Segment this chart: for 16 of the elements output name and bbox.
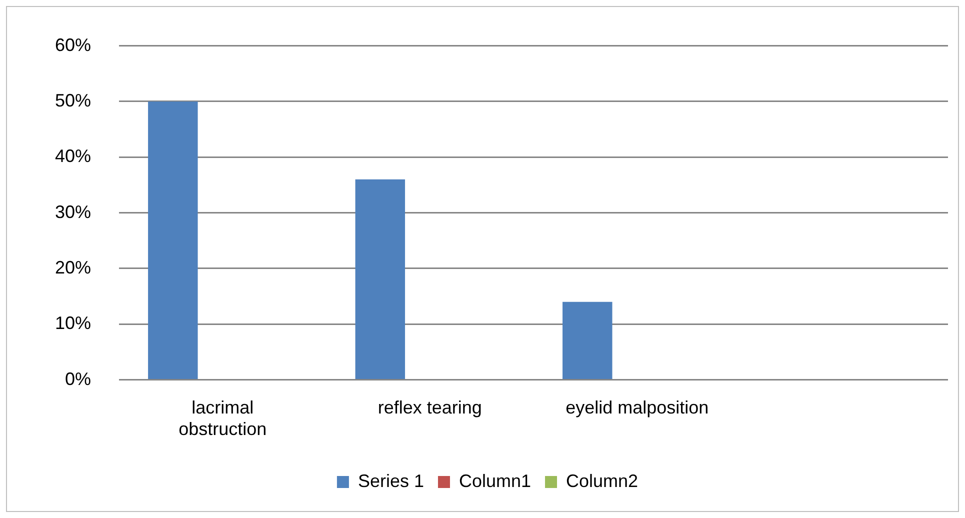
x-tick-label: eyelid malposition	[566, 398, 709, 418]
bar	[148, 101, 198, 380]
legend-label: Column2	[566, 470, 638, 491]
x-tick-label: lacrimal obstruction	[178, 398, 267, 440]
y-tick-label: 20%	[54, 257, 92, 278]
y-tick-label: 30%	[54, 202, 92, 222]
y-tick-label: 0%	[65, 368, 92, 389]
legend-label: Series 1	[358, 470, 424, 491]
y-tick-label: 40%	[54, 146, 92, 166]
bar	[355, 179, 406, 380]
y-tick-label: 50%	[54, 90, 92, 110]
y-tick-label: 60%	[54, 34, 92, 55]
y-tick-label: 10%	[54, 313, 92, 334]
bar	[562, 302, 612, 380]
legend-label: Column1	[458, 470, 532, 491]
x-tick-label: reflex tearing	[378, 398, 482, 418]
